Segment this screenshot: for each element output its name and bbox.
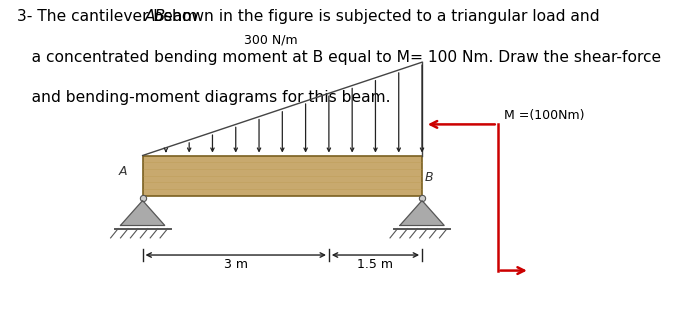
Text: A: A (119, 165, 127, 178)
Text: 3- The cantilever beam: 3- The cantilever beam (18, 9, 203, 24)
Text: 300 N/m: 300 N/m (244, 34, 298, 47)
Text: AB: AB (145, 9, 166, 24)
Bar (143, 156, 422, 196)
Text: M =(100Nm): M =(100Nm) (503, 109, 584, 122)
Text: shown in the figure is subjected to a triangular load and: shown in the figure is subjected to a tr… (159, 9, 599, 24)
Text: 1.5 m: 1.5 m (358, 258, 393, 271)
Polygon shape (400, 201, 444, 225)
Text: and bending-moment diagrams for this beam.: and bending-moment diagrams for this bea… (18, 90, 391, 105)
Text: a concentrated bending moment at B equal to M= 100 Nm. Draw the shear-force: a concentrated bending moment at B equal… (18, 50, 662, 65)
Text: 3 m: 3 m (224, 258, 248, 271)
Polygon shape (120, 201, 164, 225)
Text: B: B (425, 171, 433, 184)
